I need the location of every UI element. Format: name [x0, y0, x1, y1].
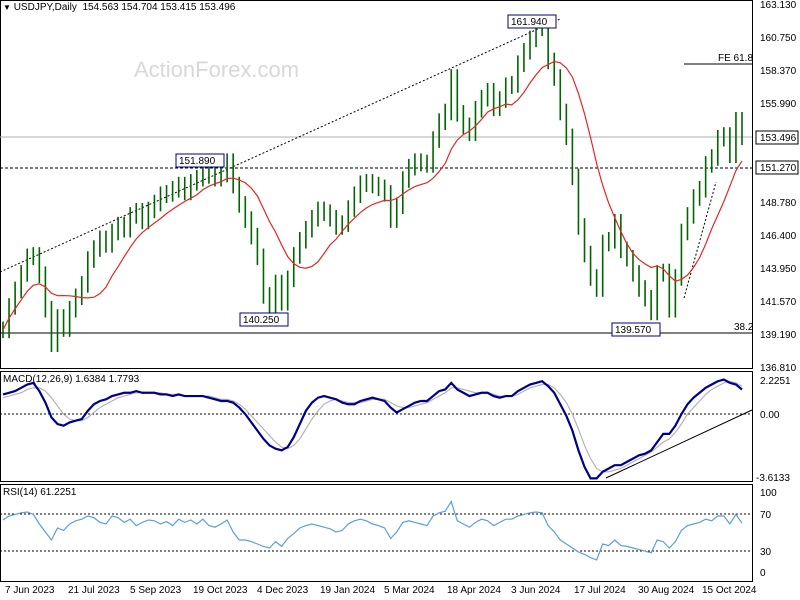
- macd-line: [2, 378, 743, 480]
- y-tick: 148.780: [760, 198, 797, 209]
- svg-text:153.496: 153.496: [760, 133, 797, 144]
- chart-header: ▼ USDJPY,Daily 154.563 154.704 153.415 1…: [3, 2, 235, 13]
- rsi-header: RSI(14) 61.2251: [3, 487, 77, 498]
- current-price-badge: 153.496: [755, 130, 799, 145]
- y-tick: 30: [760, 547, 772, 558]
- price-y-axis: 163.130 160.750 158.370 155.990 148.780 …: [760, 0, 797, 374]
- y-tick: 2.2251: [760, 376, 791, 387]
- macd-signal-line: [2, 380, 743, 473]
- x-tick: 21 Jul 2023: [68, 585, 120, 596]
- price-series-group: [2, 16, 743, 352]
- watermark: ActionForex.com: [134, 57, 299, 82]
- x-tick: 5 Mar 2024: [384, 585, 435, 596]
- upper-trendline: [0, 18, 561, 273]
- y-tick: 163.130: [760, 0, 797, 11]
- x-tick: 17 Jul 2024: [574, 585, 626, 596]
- annotation-38-2: 38.2: [734, 322, 754, 333]
- y-tick: 0: [760, 568, 766, 579]
- y-tick: 136.810: [760, 363, 797, 374]
- y-tick: 146.400: [760, 231, 797, 242]
- annotation-fe-61-8: FE 61.8: [718, 53, 753, 64]
- rsi-y-axis: 100 70 30 0: [760, 488, 777, 579]
- rsi-line: [2, 500, 743, 561]
- x-tick: 3 Jun 2024: [511, 585, 561, 596]
- svg-text:139.570: 139.570: [615, 325, 652, 336]
- y-tick: -3.6133: [756, 473, 790, 484]
- x-tick: 19 Jan 2024: [320, 585, 375, 596]
- y-tick: 160.750: [760, 33, 797, 44]
- x-tick: 19 Oct 2023: [193, 585, 248, 596]
- x-tick: 15 Oct 2024: [702, 585, 757, 596]
- macd-y-axis: 2.2251 0.00 -3.6133: [756, 376, 791, 484]
- moving-average-group: [2, 60, 743, 331]
- x-tick: 4 Dec 2023: [257, 585, 309, 596]
- macd-header: MACD(12,26,9) 1.6384 1.7793: [3, 374, 140, 385]
- x-axis: 7 Jun 2023 21 Jul 2023 5 Sep 2023 19 Oct 20…: [5, 585, 757, 596]
- y-tick: 155.990: [760, 99, 797, 110]
- annotation-139-570: 139.570: [611, 322, 661, 337]
- svg-text:151.890: 151.890: [179, 156, 216, 167]
- symbol-label: USDJPY,Daily: [13, 2, 77, 13]
- x-tick: 7 Jun 2023: [5, 585, 55, 596]
- y-tick: 139.190: [760, 330, 797, 341]
- annotation-151-890: 151.890: [175, 153, 225, 168]
- y-tick: 143.950: [760, 264, 797, 275]
- y-tick: 0.00: [760, 410, 780, 421]
- macd-pane: [0, 371, 753, 482]
- svg-text:151.270: 151.270: [760, 163, 797, 174]
- svg-text:161.940: 161.940: [511, 17, 548, 28]
- annotation-161-940: 161.940: [507, 14, 557, 29]
- ma-line: [2, 60, 743, 331]
- x-tick: 18 Apr 2024: [447, 585, 501, 596]
- macd-group: [2, 378, 743, 480]
- y-tick: 100: [760, 488, 777, 499]
- dropdown-triangle-icon[interactable]: ▼: [3, 3, 11, 12]
- rsi-pane: [0, 484, 753, 582]
- ohlc-values: 154.563 154.704 153.415 153.496: [82, 2, 236, 13]
- level-badge: 151.270: [755, 160, 799, 175]
- x-tick: 5 Sep 2023: [130, 585, 182, 596]
- x-tick: 30 Aug 2024: [638, 585, 695, 596]
- rsi-group: [2, 500, 743, 561]
- y-tick: 158.370: [760, 66, 797, 77]
- macd-trendline: [605, 409, 753, 479]
- y-tick: 70: [760, 510, 772, 521]
- annotation-140-250: 140.250: [239, 312, 289, 327]
- price-pane: [0, 0, 753, 369]
- svg-text:140.250: 140.250: [243, 315, 280, 326]
- y-tick: 141.570: [760, 297, 797, 308]
- recovery-trendline: [683, 181, 717, 299]
